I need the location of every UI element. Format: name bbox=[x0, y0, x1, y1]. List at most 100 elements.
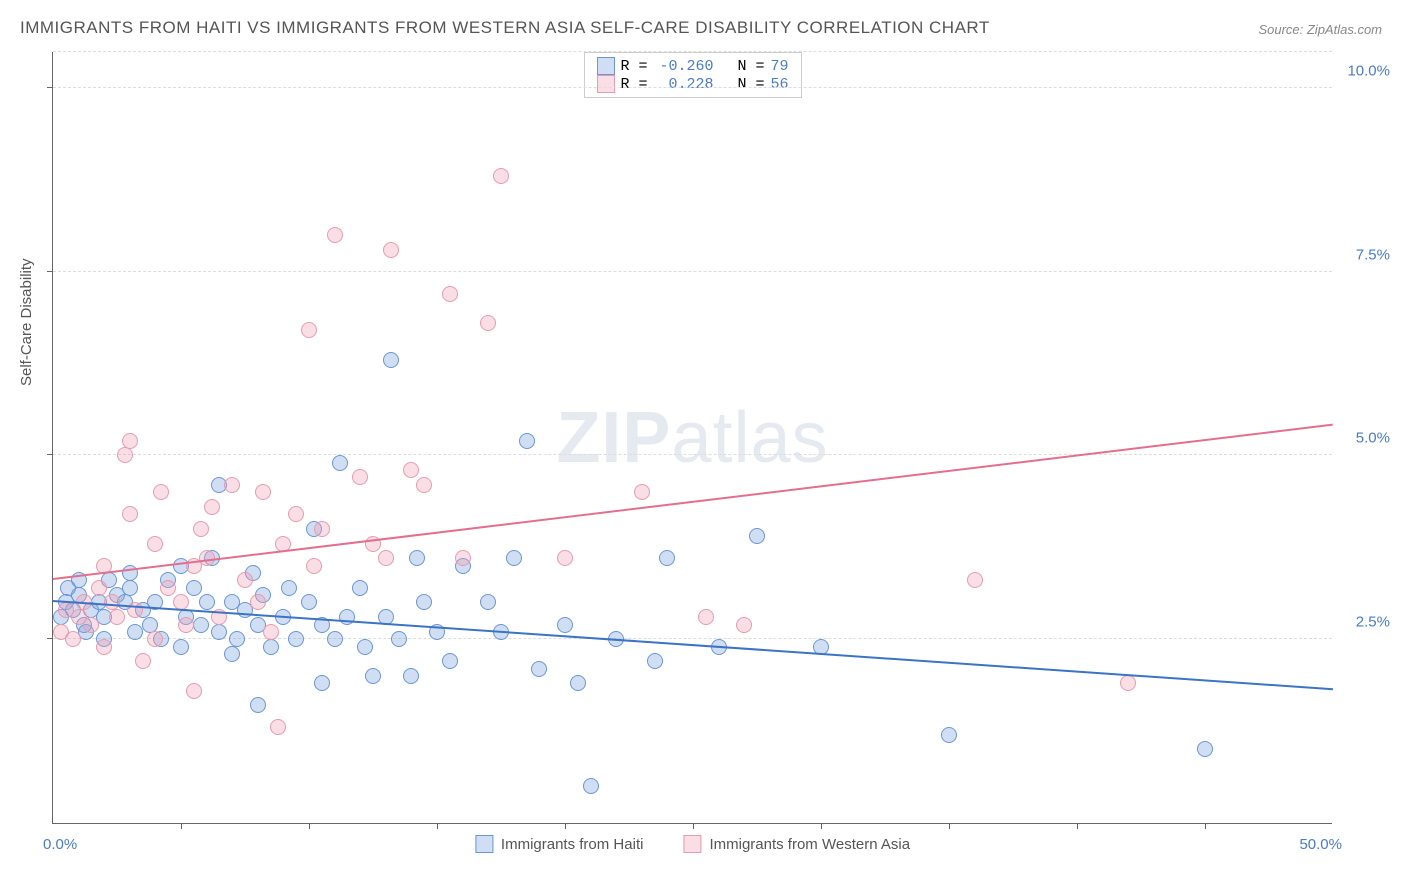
data-point bbox=[122, 506, 138, 522]
legend-item-1: Immigrants from Haiti bbox=[475, 835, 644, 853]
data-point bbox=[570, 675, 586, 691]
data-point bbox=[122, 580, 138, 596]
data-point bbox=[224, 477, 240, 493]
data-point bbox=[255, 484, 271, 500]
watermark-bold: ZIP bbox=[556, 398, 671, 478]
data-point bbox=[96, 639, 112, 655]
data-point bbox=[736, 617, 752, 633]
swatch-series-2 bbox=[596, 75, 614, 93]
data-point bbox=[270, 719, 286, 735]
data-point bbox=[941, 727, 957, 743]
x-tick bbox=[1077, 823, 1078, 829]
data-point bbox=[403, 668, 419, 684]
plot-area: ZIPatlas R = -0.260 N = 79 R = 0.228 N =… bbox=[52, 52, 1332, 824]
data-point bbox=[91, 580, 107, 596]
y-tick-label: 5.0% bbox=[1356, 430, 1390, 447]
data-point bbox=[237, 572, 253, 588]
data-point bbox=[519, 433, 535, 449]
data-point bbox=[288, 506, 304, 522]
data-point bbox=[442, 653, 458, 669]
data-point bbox=[352, 580, 368, 596]
data-point bbox=[250, 594, 266, 610]
x-tick bbox=[1205, 823, 1206, 829]
data-point bbox=[173, 639, 189, 655]
legend-row-2: R = 0.228 N = 56 bbox=[596, 75, 788, 93]
data-point bbox=[211, 624, 227, 640]
data-point bbox=[306, 558, 322, 574]
data-point bbox=[142, 617, 158, 633]
legend-item-2: Immigrants from Western Asia bbox=[683, 835, 910, 853]
data-point bbox=[204, 499, 220, 515]
r-value-1: -0.260 bbox=[653, 58, 713, 75]
x-tick bbox=[309, 823, 310, 829]
data-point bbox=[493, 168, 509, 184]
y-tick-label: 7.5% bbox=[1356, 246, 1390, 263]
series-2-name: Immigrants from Western Asia bbox=[709, 836, 910, 853]
data-point bbox=[135, 653, 151, 669]
data-point bbox=[109, 609, 125, 625]
data-point bbox=[288, 631, 304, 647]
y-tick bbox=[47, 454, 53, 455]
data-point bbox=[365, 668, 381, 684]
x-tick bbox=[565, 823, 566, 829]
data-point bbox=[301, 322, 317, 338]
data-point bbox=[480, 315, 496, 331]
data-point bbox=[193, 521, 209, 537]
data-point bbox=[263, 639, 279, 655]
n-value-1: 79 bbox=[771, 58, 789, 75]
gridline bbox=[53, 87, 1332, 88]
x-tick bbox=[181, 823, 182, 829]
series-1-name: Immigrants from Haiti bbox=[501, 836, 644, 853]
y-tick bbox=[47, 87, 53, 88]
watermark-light: atlas bbox=[671, 398, 828, 478]
chart-title: IMMIGRANTS FROM HAITI VS IMMIGRANTS FROM… bbox=[20, 18, 990, 38]
x-axis-max-label: 50.0% bbox=[1299, 836, 1342, 853]
watermark: ZIPatlas bbox=[556, 397, 828, 479]
data-point bbox=[122, 433, 138, 449]
r-label: R = bbox=[620, 58, 647, 75]
swatch-series-1 bbox=[596, 57, 614, 75]
data-point bbox=[160, 580, 176, 596]
data-point bbox=[967, 572, 983, 588]
data-point bbox=[186, 683, 202, 699]
trend-line bbox=[53, 424, 1333, 580]
x-axis-min-label: 0.0% bbox=[43, 836, 77, 853]
data-point bbox=[383, 352, 399, 368]
data-point bbox=[229, 631, 245, 647]
series-legend: Immigrants from Haiti Immigrants from We… bbox=[475, 835, 910, 853]
data-point bbox=[127, 602, 143, 618]
data-point bbox=[327, 631, 343, 647]
data-point bbox=[104, 594, 120, 610]
data-point bbox=[263, 624, 279, 640]
x-tick bbox=[693, 823, 694, 829]
data-point bbox=[193, 617, 209, 633]
data-point bbox=[647, 653, 663, 669]
data-point bbox=[416, 594, 432, 610]
data-point bbox=[178, 617, 194, 633]
data-point bbox=[327, 227, 343, 243]
y-tick bbox=[47, 271, 53, 272]
data-point bbox=[698, 609, 714, 625]
x-tick bbox=[821, 823, 822, 829]
gridline bbox=[53, 271, 1332, 272]
data-point bbox=[127, 624, 143, 640]
data-point bbox=[583, 778, 599, 794]
data-point bbox=[117, 447, 133, 463]
data-point bbox=[409, 550, 425, 566]
data-point bbox=[1197, 741, 1213, 757]
data-point bbox=[250, 697, 266, 713]
correlation-legend: R = -0.260 N = 79 R = 0.228 N = 56 bbox=[583, 52, 801, 98]
data-point bbox=[403, 462, 419, 478]
data-point bbox=[378, 550, 394, 566]
data-point bbox=[301, 594, 317, 610]
gridline bbox=[53, 51, 1332, 52]
n-value-2: 56 bbox=[771, 76, 789, 93]
trend-line bbox=[53, 600, 1333, 690]
n-label: N = bbox=[737, 76, 764, 93]
n-label: N = bbox=[737, 58, 764, 75]
data-point bbox=[557, 617, 573, 633]
data-point bbox=[83, 617, 99, 633]
y-tick-label: 10.0% bbox=[1347, 62, 1390, 79]
x-tick bbox=[949, 823, 950, 829]
data-point bbox=[531, 661, 547, 677]
